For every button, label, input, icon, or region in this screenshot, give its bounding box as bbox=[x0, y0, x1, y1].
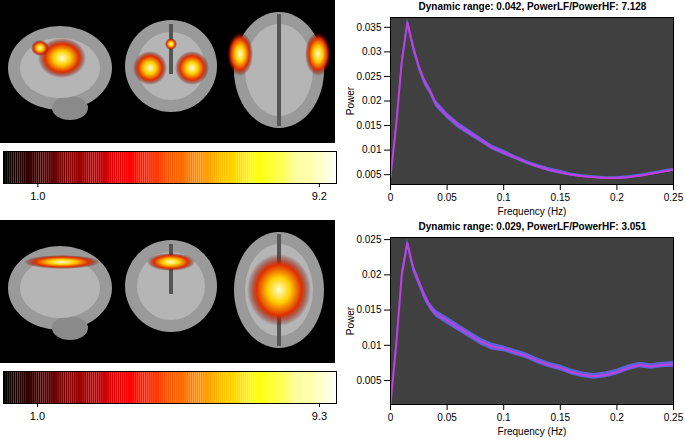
svg-text:Frequency (Hz): Frequency (Hz) bbox=[498, 206, 567, 217]
svg-text:0.02: 0.02 bbox=[362, 95, 382, 106]
html-text:Dynamic range: 0.042, PowerLF/: Dynamic range: 0.042, PowerLF/PowerHF: 7… bbox=[418, 1, 647, 12]
svg-text:Power: Power bbox=[345, 86, 356, 115]
svg-text:0.01: 0.01 bbox=[362, 144, 382, 155]
svg-text:0.03: 0.03 bbox=[362, 46, 382, 57]
svg-text:0.035: 0.035 bbox=[356, 22, 381, 33]
svg-text:0.025: 0.025 bbox=[356, 234, 381, 245]
svg-text:0.2: 0.2 bbox=[610, 412, 624, 423]
svg-text:9.3: 9.3 bbox=[312, 410, 327, 422]
svg-text:0: 0 bbox=[388, 412, 394, 423]
svg-text:0.1: 0.1 bbox=[497, 412, 511, 423]
svg-text:0.25: 0.25 bbox=[664, 192, 684, 203]
svg-text:0.2: 0.2 bbox=[610, 192, 624, 203]
svg-text:0.015: 0.015 bbox=[356, 304, 381, 315]
svg-text:0.15: 0.15 bbox=[551, 192, 571, 203]
svg-text:0.005: 0.005 bbox=[356, 375, 381, 386]
svg-text:1.0: 1.0 bbox=[30, 410, 45, 422]
svg-text:0: 0 bbox=[388, 192, 394, 203]
svg-text:9.2: 9.2 bbox=[312, 190, 327, 202]
svg-text:0.015: 0.015 bbox=[356, 120, 381, 131]
svg-text:1.0: 1.0 bbox=[30, 190, 45, 202]
svg-text:Frequency (Hz): Frequency (Hz) bbox=[498, 426, 567, 437]
html-text:Dynamic range: 0.029, PowerLF/: Dynamic range: 0.029, PowerLF/PowerHF: 3… bbox=[418, 221, 647, 232]
svg-text:0.005: 0.005 bbox=[356, 169, 381, 180]
svg-text:0.01: 0.01 bbox=[362, 340, 382, 351]
svg-text:0.05: 0.05 bbox=[437, 412, 457, 423]
svg-text:0.02: 0.02 bbox=[362, 269, 382, 280]
svg-text:0.025: 0.025 bbox=[356, 71, 381, 82]
svg-text:0.1: 0.1 bbox=[497, 192, 511, 203]
svg-text:0.05: 0.05 bbox=[437, 192, 457, 203]
svg-text:Power: Power bbox=[345, 306, 356, 335]
svg-text:0.15: 0.15 bbox=[551, 412, 571, 423]
svg-text:0.25: 0.25 bbox=[664, 412, 684, 423]
